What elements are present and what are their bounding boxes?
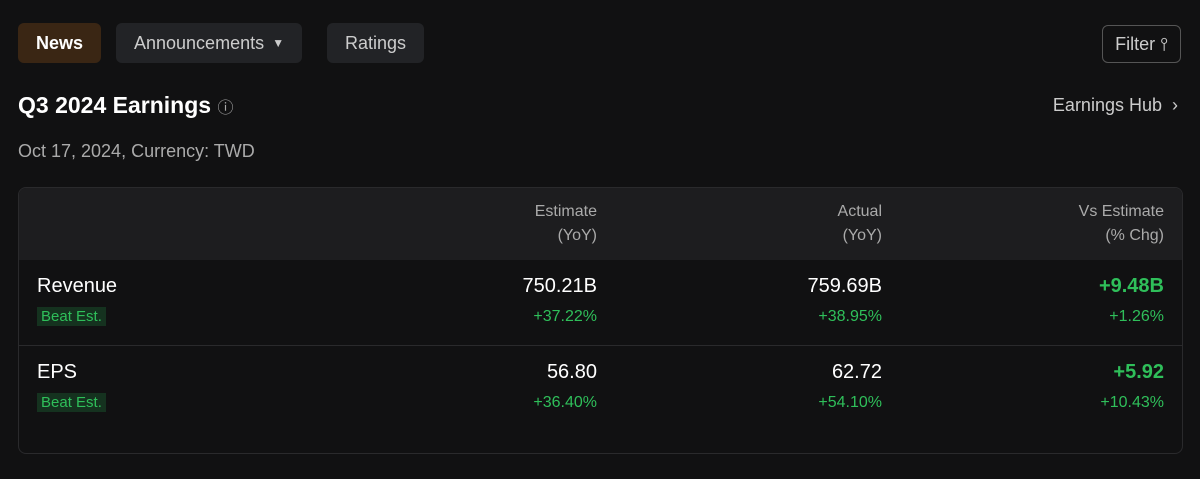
column-header-line: Vs Estimate: [1078, 203, 1164, 220]
tab-label: Announcements: [134, 33, 265, 53]
column-header-line: Actual: [837, 203, 882, 220]
info-icon[interactable]: ⓘ: [217, 100, 234, 117]
beat-badge: Beat Est.: [37, 393, 106, 412]
subtitle: Oct 17, 2024, Currency: TWD: [18, 141, 255, 161]
column-header-line: (% Chg): [1105, 227, 1164, 244]
change: +37.22%: [533, 308, 597, 325]
dropdown-arrow: ▼: [272, 36, 285, 50]
filter-button[interactable]: Filter ⫯: [1102, 25, 1181, 63]
column-header-line: (YoY): [557, 227, 597, 244]
change: +1.26%: [1109, 308, 1164, 325]
hub-link[interactable]: Earnings Hub ›: [1052, 95, 1178, 115]
value: +9.48B: [1098, 275, 1164, 297]
filter-label: Filter: [1115, 34, 1156, 54]
column-header: Actual (YoY): [838, 200, 882, 248]
table-header: Estimate (YoY) Actual (YoY) Vs Estimate (% Ch…: [19, 188, 1182, 260]
change: +36.40%: [533, 394, 597, 411]
title-text: Q3 2024 Earnings: [18, 92, 212, 118]
value: 56.80: [546, 361, 597, 383]
value: 750.21B: [522, 275, 597, 297]
column-header-line: Estimate: [534, 203, 597, 220]
value: 759.69B: [807, 275, 882, 297]
value: +5.92: [1113, 361, 1164, 383]
column-header-line: (YoY): [842, 227, 882, 244]
tab[interactable]: Ratings: [327, 23, 425, 63]
tab[interactable]: Announcements ▼: [116, 23, 303, 63]
table-row: EPS Beat Est. 56.80 +36.40% 62.72 +54.10% +5.9…: [19, 345, 1182, 431]
change: +10.43%: [1100, 394, 1164, 411]
title: Q3 2024 Earnings ⓘ: [18, 92, 233, 119]
filter-icon: ⫯: [1160, 34, 1168, 54]
row-name: Revenue: [37, 275, 118, 297]
hub-text: Earnings Hub: [1052, 95, 1162, 115]
change: +38.95%: [818, 308, 882, 325]
row-name: EPS: [37, 361, 78, 383]
column-header: Estimate (YoY): [535, 200, 597, 248]
table-row: Revenue Beat Est. 750.21B +37.22% 759.69B +38…: [19, 260, 1182, 345]
column-header: Vs Estimate (% Chg): [1079, 200, 1164, 248]
earnings-table: Estimate (YoY) Actual (YoY) Vs Estimate (% Ch…: [18, 187, 1183, 454]
change: +54.10%: [818, 394, 882, 411]
value: 62.72: [831, 361, 882, 383]
tab[interactable]: News: [18, 23, 102, 63]
beat-badge: Beat Est.: [37, 307, 106, 326]
